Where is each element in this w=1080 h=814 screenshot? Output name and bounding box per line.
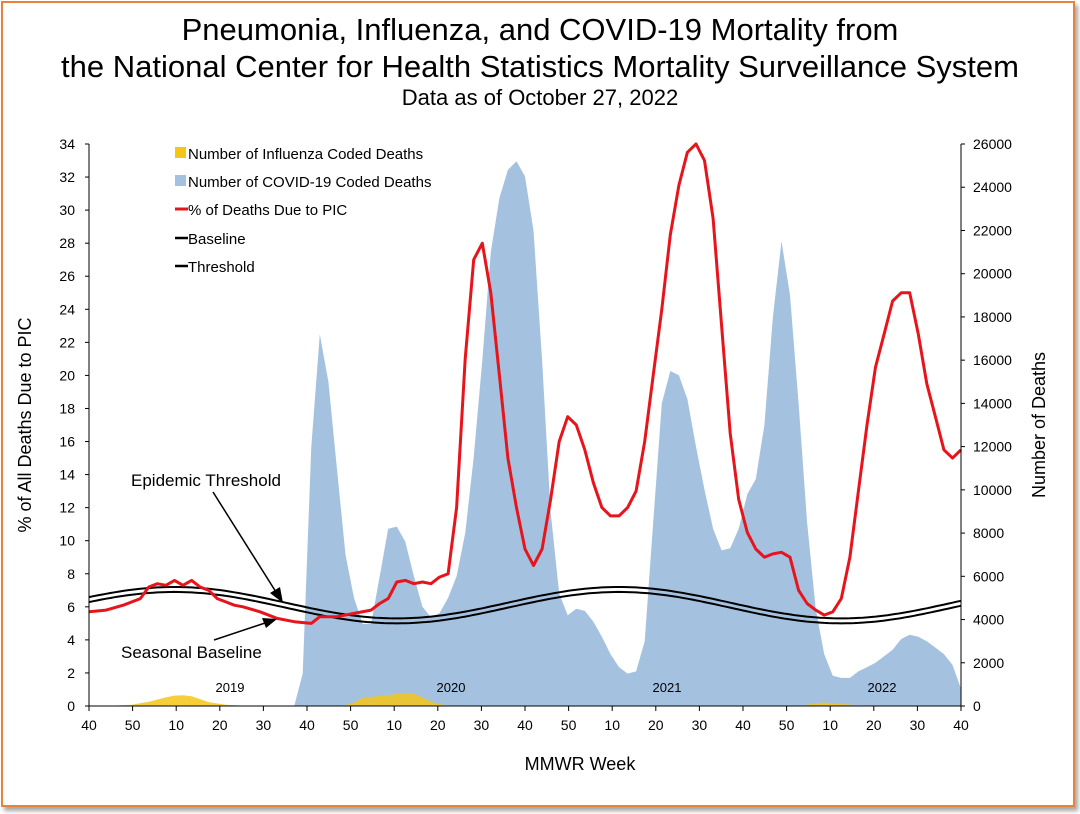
y-axis-right-label: Number of Deaths [1029, 352, 1049, 498]
y-left-tick-label: 34 [59, 136, 75, 152]
x-tick-label: 30 [692, 717, 708, 733]
y-left-tick-label: 30 [59, 202, 75, 218]
threshold-arrowhead [270, 587, 283, 603]
y-left-tick-label: 26 [59, 268, 75, 284]
y-left-tick-label: 24 [59, 301, 75, 317]
threshold-arrow-line [212, 491, 277, 593]
y-left-tick-label: 20 [59, 367, 75, 383]
legend-label-pic: % of Deaths Due to PIC [188, 202, 347, 219]
y-right-tick-label: 26000 [973, 136, 1012, 152]
x-tick-label: 10 [168, 717, 184, 733]
baseline-arrow-line [213, 622, 266, 641]
x-tick-label: 30 [910, 717, 926, 733]
y-left-tick-label: 16 [59, 434, 75, 450]
y-right-tick-label: 6000 [973, 568, 1004, 584]
x-tick-label: 50 [343, 717, 359, 733]
y-left-tick-label: 6 [67, 599, 75, 615]
x-tick-label: 50 [561, 717, 577, 733]
legend: Number of Influenza Coded Deaths Number … [175, 146, 431, 276]
x-tick-label: 50 [779, 717, 795, 733]
x-tick-label: 20 [648, 717, 664, 733]
y-right-tick-label: 18000 [973, 309, 1012, 325]
y-left-tick-label: 22 [59, 334, 75, 350]
y-right-tick-label: 14000 [973, 395, 1012, 411]
x-tick-label: 10 [604, 717, 620, 733]
year-label: 2021 [653, 680, 682, 695]
y-left-tick-label: 2 [67, 665, 75, 681]
y-left-tick-label: 10 [59, 533, 75, 549]
x-tick-label: 40 [299, 717, 315, 733]
x-tick-label: 10 [386, 717, 402, 733]
y-right-tick-label: 8000 [973, 525, 1004, 541]
y-left-tick-label: 18 [59, 400, 75, 416]
legend-label-threshold: Threshold [188, 259, 255, 276]
year-label: 2020 [437, 680, 466, 695]
influenza-deaths-area [89, 693, 961, 706]
year-label: 2022 [868, 680, 897, 695]
chart-title-line2: the National Center for Health Statistic… [61, 49, 1019, 84]
y-left-tick-label: 4 [67, 632, 75, 648]
chart-title: Pneumonia, Influenza, and COVID-19 Morta… [181, 12, 899, 47]
x-tick-label: 40 [953, 717, 969, 733]
x-tick-label: 40 [735, 717, 751, 733]
y-right-tick-label: 24000 [973, 179, 1012, 195]
y-right-tick-label: 2000 [973, 655, 1004, 671]
y-axis-left-label: % of All Deaths Due to PIC [15, 317, 35, 532]
x-tick-label: 30 [256, 717, 272, 733]
y-right-tick-label: 0 [973, 698, 981, 714]
threshold-line [88, 586, 962, 620]
legend-label-influenza: Number of Influenza Coded Deaths [188, 146, 423, 163]
y-right-tick-label: 4000 [973, 612, 1004, 628]
x-tick-label: 10 [822, 717, 838, 733]
y-right-tick-label: 20000 [973, 266, 1012, 282]
year-label: 2019 [216, 680, 245, 695]
annotation-seasonal-baseline: Seasonal Baseline [121, 643, 262, 662]
y-left-tick-label: 14 [59, 467, 75, 483]
y-left-tick-label: 12 [59, 500, 75, 516]
y-left-tick-label: 28 [59, 235, 75, 251]
x-tick-label: 50 [125, 717, 141, 733]
x-tick-label: 40 [81, 717, 97, 733]
y-left-tick-label: 0 [67, 698, 75, 714]
x-tick-label: 20 [430, 717, 446, 733]
y-left-tick-label: 8 [67, 566, 75, 582]
chart-subtitle: Data as of October 27, 2022 [401, 85, 679, 110]
x-tick-label: 20 [866, 717, 882, 733]
x-axis-label: MMWR Week [525, 754, 637, 774]
y-right-tick-label: 22000 [973, 222, 1012, 238]
y-left-tick-label: 32 [59, 169, 75, 185]
baseline-line [88, 590, 962, 625]
x-tick-label: 30 [474, 717, 490, 733]
y-right-tick-label: 12000 [973, 439, 1012, 455]
y-right-tick-label: 16000 [973, 352, 1012, 368]
x-tick-label: 40 [517, 717, 533, 733]
x-tick-label: 20 [212, 717, 228, 733]
legend-swatch-covid [175, 175, 186, 186]
baseline-arrowhead [262, 618, 277, 628]
pic-percent-line [88, 142, 963, 625]
annotation-epidemic-threshold: Epidemic Threshold [131, 471, 281, 490]
legend-swatch-influenza [175, 147, 186, 158]
legend-label-covid: Number of COVID-19 Coded Deaths [188, 174, 431, 191]
legend-label-baseline: Baseline [188, 231, 246, 248]
y-right-tick-label: 10000 [973, 482, 1012, 498]
